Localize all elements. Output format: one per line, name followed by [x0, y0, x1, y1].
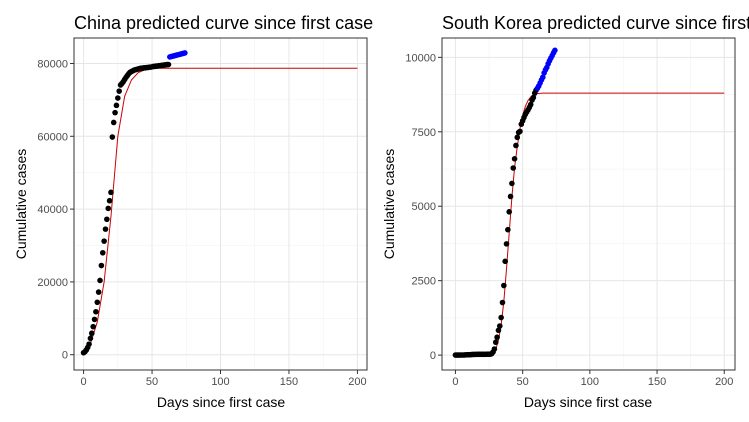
chart-title: South Korea predicted curve since first … [442, 13, 749, 33]
data-point-observed [498, 314, 504, 321]
y-tick-label: 40000 [37, 204, 68, 216]
y-tick-label: 2500 [412, 276, 436, 288]
y-tick-label: 10000 [405, 52, 436, 64]
data-point-observed [502, 258, 508, 265]
data-point-observed [90, 323, 96, 330]
data-point-observed [89, 330, 95, 337]
plot-content [452, 47, 725, 358]
data-point-observed [165, 61, 172, 68]
data-point-observed [507, 193, 514, 200]
data-point-observed [95, 289, 102, 295]
data-point-observed [102, 226, 109, 232]
y-axis-label: Cumulative cases [13, 149, 29, 260]
data-point-observed [101, 238, 107, 244]
data-point-observed [109, 134, 116, 140]
data-point-observed [509, 180, 515, 187]
y-tick-label: 5000 [412, 201, 436, 213]
data-point-recent [182, 50, 188, 56]
panel-south-korea: 0 50 100 150 200 0 2500 5000 7500 10000 South Kore… [381, 13, 749, 410]
data-point-observed [501, 282, 507, 289]
x-tick-label: 0 [81, 376, 87, 388]
data-point-observed [106, 197, 113, 204]
data-point-observed [527, 101, 534, 108]
data-point-observed [112, 109, 118, 116]
data-point-observed [511, 156, 518, 162]
data-point-observed [491, 346, 498, 352]
y-tick-label: 0 [430, 350, 436, 362]
series-observed [80, 61, 172, 356]
y-tick-label: 80000 [37, 58, 68, 70]
x-tick-label: 50 [517, 376, 529, 388]
panel-china: 0 50 100 150 200 0 20000 40000 60000 80000 China p… [13, 13, 373, 410]
data-point-observed [108, 189, 114, 196]
x-tick-label: 100 [581, 376, 599, 388]
data-point-observed [91, 316, 98, 323]
data-point-observed [86, 341, 92, 347]
data-point-observed [510, 165, 517, 171]
x-axis-label: Days since first case [524, 394, 653, 410]
x-tick-label: 200 [715, 376, 733, 388]
y-tick-label: 20000 [37, 277, 68, 289]
data-point-observed [110, 119, 117, 126]
fitted-curve-line [83, 67, 358, 354]
panel-border [441, 37, 736, 371]
series-observed [452, 87, 539, 358]
series-recent [534, 47, 558, 92]
plot-content [80, 50, 358, 356]
data-point-observed [494, 334, 500, 340]
x-tick-label: 200 [348, 376, 366, 388]
data-point-observed [496, 323, 503, 329]
data-point-recent [552, 47, 558, 54]
data-point-observed [517, 128, 523, 135]
y-tick-label: 7500 [412, 127, 436, 139]
data-point-observed [87, 335, 94, 342]
y-tick-label: 60000 [37, 131, 68, 143]
x-tick-label: 50 [146, 376, 158, 388]
series-recent [167, 50, 188, 60]
data-point-observed [530, 94, 537, 101]
chart-title: China predicted curve since first case [74, 13, 373, 33]
data-point-observed [513, 142, 519, 149]
data-point-observed [495, 327, 502, 334]
data-point-observed [514, 134, 521, 141]
data-point-observed [94, 299, 101, 306]
y-axis-label: Cumulative cases [381, 149, 397, 260]
data-point-recent [540, 74, 546, 81]
data-point-observed [115, 95, 121, 101]
x-tick-label: 100 [211, 376, 229, 388]
data-point-observed [499, 299, 506, 306]
x-tick-label: 0 [452, 376, 458, 388]
data-point-observed [113, 102, 120, 109]
data-point-observed [104, 216, 110, 223]
data-point-observed [98, 262, 105, 269]
data-point-observed [505, 226, 511, 233]
x-tick-label: 150 [280, 376, 298, 388]
plot-panel [442, 38, 735, 370]
data-point-observed [97, 277, 103, 284]
data-point-observed [492, 339, 499, 346]
data-point-observed [116, 88, 122, 94]
major-grid [74, 38, 367, 370]
x-tick-label: 150 [648, 376, 666, 388]
y-tick-label: 0 [62, 350, 68, 362]
data-point-observed [93, 308, 99, 315]
data-point-observed [105, 205, 112, 212]
data-point-observed [503, 241, 510, 247]
data-point-observed [99, 249, 106, 256]
data-point-observed [506, 209, 512, 215]
x-axis-label: Days since first case [157, 394, 286, 410]
